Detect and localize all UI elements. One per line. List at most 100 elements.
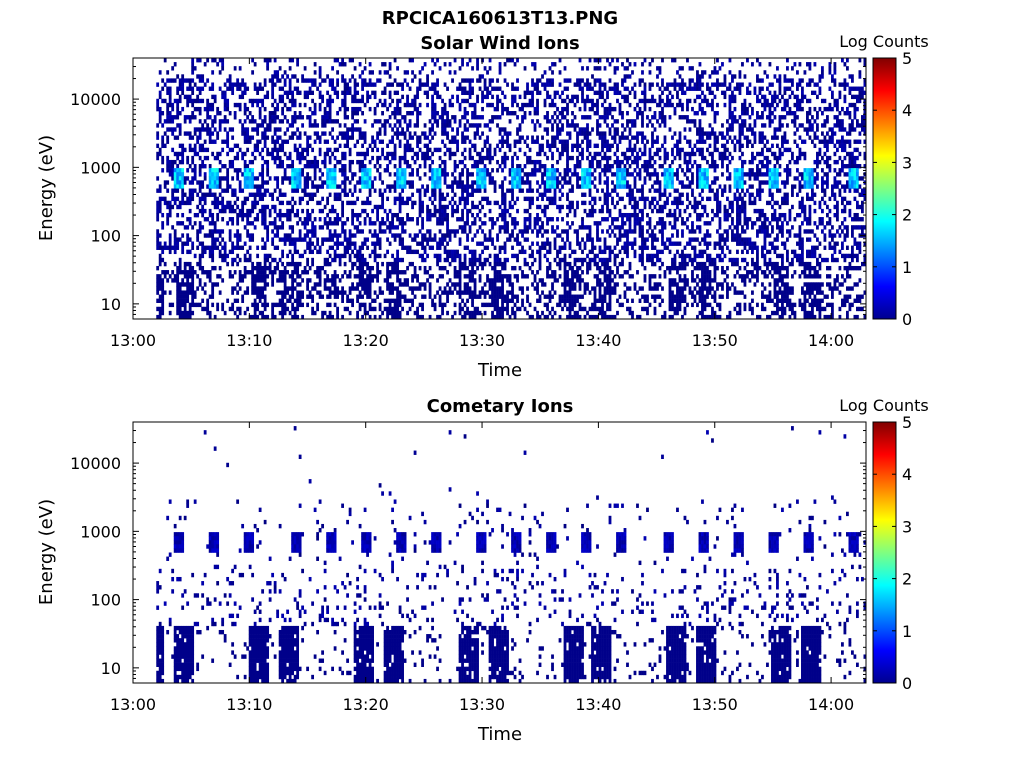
heatmap-cell [603,82,607,87]
heatmap-cell [258,286,262,291]
heatmap-cell [458,290,462,295]
heatmap-cell [288,237,292,242]
heatmap-cell [443,180,447,185]
heatmap-cell [401,188,404,193]
heatmap-cell [486,151,489,157]
heatmap-cell [386,306,389,312]
heatmap-cell [538,78,542,83]
heatmap-cell [243,159,247,165]
heatmap-cell [453,208,457,214]
heatmap-cell [318,139,322,144]
heatmap-cell [158,188,162,193]
heatmap-cell [381,111,384,116]
heatmap-cell [336,111,339,116]
heatmap-cell [436,241,439,246]
heatmap-cell [306,261,310,267]
heatmap-cell [393,261,397,267]
heatmap-cell [471,102,474,108]
heatmap-cell [556,261,559,267]
heatmap-cell [448,119,452,124]
heatmap-cell [591,98,594,104]
heatmap-cell [438,180,442,185]
heatmap-cell [311,233,315,238]
heatmap-cell [416,106,419,112]
heatmap-cell [191,180,195,185]
heatmap-cell [543,102,547,108]
heatmap-cell [436,314,439,320]
heatmap-cell [453,176,457,181]
heatmap-cell [583,98,587,104]
heatmap-cell [511,164,514,169]
heatmap-cell [501,302,504,308]
heatmap-cell [478,172,482,177]
heatmap-cell [231,127,235,132]
heatmap-cell [326,151,330,157]
heatmap-cell [556,180,559,185]
heatmap-cell [388,274,392,279]
heatmap-cell [291,94,295,100]
heatmap-cell [196,180,200,185]
heatmap-cell [426,241,429,246]
heatmap-cell [521,119,524,124]
heatmap-cell [553,257,557,263]
heatmap-cell [348,164,352,169]
heatmap-cell [531,102,534,108]
heatmap-cell [243,127,247,132]
heatmap-cell [336,70,339,75]
heatmap-cell [496,306,499,312]
heatmap-cell [448,261,452,267]
heatmap-cell [521,115,524,120]
heatmap-cell [333,90,337,96]
heatmap-cell [251,204,255,210]
heatmap-cell [186,274,190,279]
heatmap-cell [378,245,382,250]
heatmap-cell [253,127,257,132]
heatmap-cell [508,168,512,173]
heatmap-cell [346,294,349,299]
heatmap-cell [606,180,609,185]
heatmap-cell [591,208,594,214]
heatmap-cell [186,237,190,242]
heatmap-cell [461,212,464,218]
heatmap-cell [348,274,352,279]
heatmap-cell [376,131,379,136]
heatmap-cell [481,249,484,255]
heatmap-cell [183,200,187,206]
heatmap-cell [156,151,160,157]
heatmap-cell [416,135,419,140]
heatmap-cell [213,115,217,120]
heatmap-cell [603,143,607,149]
heatmap-cell [513,237,517,242]
heatmap-cell [361,151,364,157]
heatmap-cell [503,200,507,206]
heatmap-cell [481,204,484,210]
heatmap-cell [238,245,242,250]
heatmap-cell [181,184,185,189]
heatmap-cell [361,159,364,165]
heatmap-cell [468,58,472,63]
heatmap-cell [511,253,514,259]
heatmap-cell [398,176,402,181]
heatmap-cell [291,306,295,312]
heatmap-cell [283,274,287,279]
heatmap-cell [173,135,177,140]
heatmap-cell [356,314,359,320]
heatmap-cell [176,298,180,303]
heatmap-cell [318,70,322,75]
heatmap-cell [183,225,187,230]
heatmap-cell [173,180,177,185]
heatmap-cell [443,143,447,149]
heatmap-cell [476,94,479,100]
heatmap-cell [183,270,187,275]
heatmap-cell [198,86,202,91]
heatmap-cell [173,159,177,165]
heatmap-cell [328,180,332,185]
heatmap-cell [513,143,517,149]
heatmap-cell [156,135,160,140]
heatmap-cell [543,188,547,193]
heatmap-cell [363,286,367,291]
heatmap-cell [166,221,170,226]
heatmap-cell [211,290,215,295]
heatmap-cell [341,294,344,299]
heatmap-cell [303,102,307,108]
